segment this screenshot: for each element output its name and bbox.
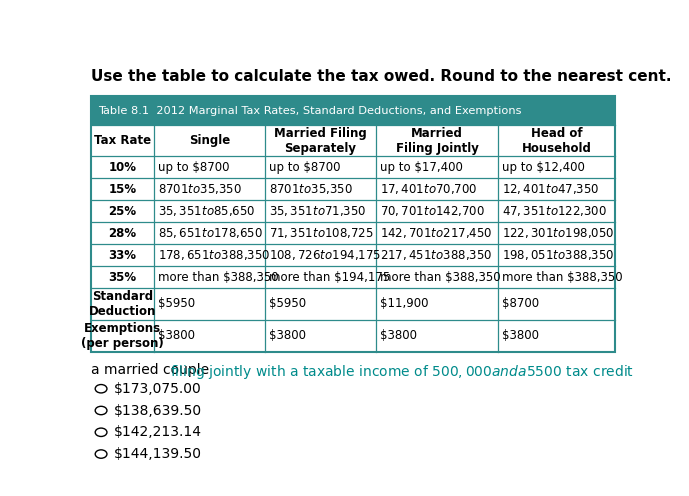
Text: more than $388,350: more than $388,350: [380, 270, 501, 284]
Text: $3800: $3800: [380, 329, 418, 342]
Text: up to $8700: up to $8700: [269, 161, 341, 174]
Text: $3800: $3800: [158, 329, 195, 342]
Text: more than $194,175: more than $194,175: [269, 270, 391, 284]
Text: $122,301 to $198,050: $122,301 to $198,050: [502, 226, 615, 240]
Text: Head of
Household: Head of Household: [522, 127, 591, 155]
Text: Single: Single: [189, 134, 230, 147]
Text: filing jointly with a taxable income of $500,000 and a $5500 tax credit: filing jointly with a taxable income of …: [170, 363, 635, 381]
Text: Married Filing
Separately: Married Filing Separately: [274, 127, 367, 155]
Text: 28%: 28%: [109, 227, 136, 240]
Text: up to $8700: up to $8700: [158, 161, 229, 174]
Text: $178,651 to $388,350: $178,651 to $388,350: [158, 248, 271, 262]
Text: Married
Filing Jointly: Married Filing Jointly: [395, 127, 479, 155]
Text: Tax Rate: Tax Rate: [94, 134, 151, 147]
Text: $3800: $3800: [502, 329, 539, 342]
Text: a married couple: a married couple: [92, 363, 214, 377]
Text: $35,351 to $85,650: $35,351 to $85,650: [158, 204, 256, 218]
Text: Table 8.1  2012 Marginal Tax Rates, Standard Deductions, and Exemptions: Table 8.1 2012 Marginal Tax Rates, Stand…: [98, 106, 522, 116]
Text: more than $388,350: more than $388,350: [502, 270, 623, 284]
Text: $17,401 to $70,700: $17,401 to $70,700: [380, 182, 478, 196]
Text: $8701 to $35,350: $8701 to $35,350: [158, 182, 242, 196]
Text: 35%: 35%: [109, 270, 136, 284]
Text: $11,900: $11,900: [380, 298, 429, 310]
Text: $142,213.14: $142,213.14: [114, 425, 202, 439]
Text: 10%: 10%: [109, 161, 136, 174]
Text: 25%: 25%: [109, 205, 136, 218]
Text: $144,139.50: $144,139.50: [114, 447, 202, 461]
Text: up to $12,400: up to $12,400: [502, 161, 586, 174]
Text: $47,351 to $122,300: $47,351 to $122,300: [502, 204, 608, 218]
Text: Standard
Deduction: Standard Deduction: [89, 290, 156, 318]
Bar: [92, 96, 615, 125]
Text: $5950: $5950: [269, 298, 307, 310]
Text: $217,451 to $388,350: $217,451 to $388,350: [380, 248, 493, 262]
Text: $173,075.00: $173,075.00: [114, 382, 202, 396]
Text: $85,651 to $178,650: $85,651 to $178,650: [158, 226, 263, 240]
Text: 15%: 15%: [109, 183, 136, 195]
Text: 33%: 33%: [109, 248, 136, 261]
Text: $3800: $3800: [269, 329, 307, 342]
Text: Exemptions
(per person): Exemptions (per person): [81, 322, 164, 350]
Text: $35,351 to $71,350: $35,351 to $71,350: [269, 204, 367, 218]
Text: $71,351 to $108,725: $71,351 to $108,725: [269, 226, 374, 240]
Text: $142,701 to $217,450: $142,701 to $217,450: [380, 226, 493, 240]
Text: up to $17,400: up to $17,400: [380, 161, 463, 174]
Text: $198,051 to $388,350: $198,051 to $388,350: [502, 248, 615, 262]
Text: $70,701 to $142,700: $70,701 to $142,700: [380, 204, 485, 218]
Text: $8700: $8700: [502, 298, 539, 310]
Text: more than $388,350: more than $388,350: [158, 270, 279, 284]
Text: $5950: $5950: [158, 298, 195, 310]
Text: $8701 to $35,350: $8701 to $35,350: [269, 182, 353, 196]
Text: $12,401 to $47,350: $12,401 to $47,350: [502, 182, 600, 196]
Text: $108,726 to $194,175: $108,726 to $194,175: [269, 248, 382, 262]
Text: Use the table to calculate the tax owed. Round to the nearest cent.: Use the table to calculate the tax owed.…: [92, 69, 672, 84]
Text: $138,639.50: $138,639.50: [114, 404, 202, 418]
